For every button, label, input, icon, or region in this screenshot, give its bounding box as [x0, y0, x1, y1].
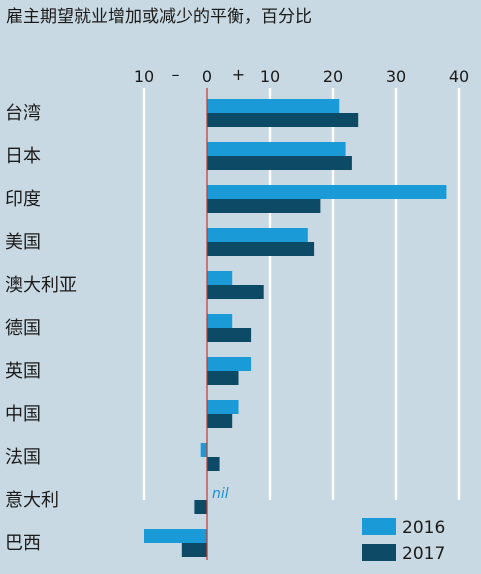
bar-2016 — [207, 271, 233, 285]
tick-label: 10 — [134, 67, 154, 86]
bar-2017 — [181, 543, 207, 557]
category-label: 日本 — [5, 146, 41, 167]
category-label: 澳大利亚 — [5, 275, 77, 296]
category-label: 台湾 — [5, 103, 41, 124]
bars — [144, 99, 447, 557]
tick-label: 10 — [260, 67, 280, 86]
bar-2017 — [207, 328, 252, 342]
legend-swatch-2016 — [362, 518, 396, 535]
bar-2016 — [200, 443, 207, 457]
legend: 2016 2017 — [362, 518, 445, 564]
bar-2017 — [207, 414, 233, 428]
bar-2017 — [207, 156, 352, 170]
bar-2017 — [207, 199, 321, 213]
annotations: nil — [212, 486, 229, 502]
bar-2016 — [207, 142, 346, 156]
axis-ticks: 10 0 10 20 30 40 – + — [134, 65, 469, 86]
legend-swatch-2017 — [362, 544, 396, 561]
legend-label: 2017 — [402, 544, 445, 564]
category-label: 巴西 — [5, 533, 41, 554]
bar-2017 — [207, 242, 315, 256]
bar-2016 — [207, 228, 308, 242]
category-label: 英国 — [5, 361, 41, 382]
category-label: 印度 — [5, 189, 41, 210]
legend-label: 2016 — [402, 518, 445, 538]
tick-label: 30 — [386, 67, 406, 86]
bar-2016 — [207, 314, 233, 328]
category-label: 意大利 — [5, 490, 59, 511]
chart-title: 雇主期望就业增加或减少的平衡，百分比 — [6, 7, 312, 27]
bar-2016 — [207, 357, 252, 371]
negative-sign-label: – — [172, 65, 180, 84]
tick-label: 20 — [323, 67, 343, 86]
category-label: 德国 — [5, 318, 41, 339]
positive-sign-label: + — [232, 65, 245, 84]
nil-annotation: nil — [212, 486, 229, 502]
category-label: 法国 — [5, 447, 41, 468]
tick-label: 40 — [449, 67, 469, 86]
bar-2017 — [207, 371, 239, 385]
bar-2017 — [194, 500, 207, 514]
bar-2016 — [207, 400, 239, 414]
bar-2016 — [207, 99, 340, 113]
bar-2016 — [144, 529, 207, 543]
category-label: 中国 — [5, 404, 41, 425]
bar-2017 — [207, 457, 220, 471]
bar-2016 — [207, 185, 447, 199]
bar-2017 — [207, 113, 359, 127]
bar-2017 — [207, 285, 264, 299]
tick-label: 0 — [202, 67, 212, 86]
category-label: 美国 — [5, 232, 41, 253]
